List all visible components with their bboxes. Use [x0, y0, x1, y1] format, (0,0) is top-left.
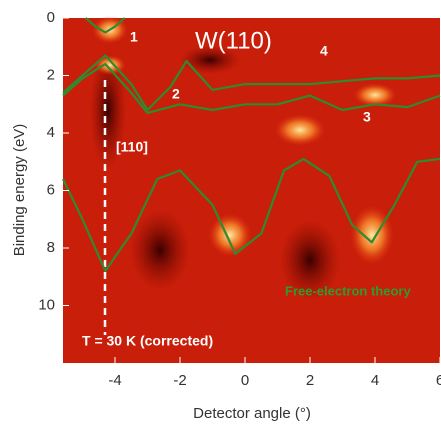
- x-tick-label: -2: [173, 372, 186, 389]
- x-tick-label: 2: [306, 372, 314, 389]
- annotation: 3: [363, 109, 371, 125]
- theory-curve: [62, 54, 441, 112]
- y-tick-label: 0: [47, 9, 55, 26]
- x-tick-label: 0: [241, 372, 249, 389]
- x-tick-label: 6: [436, 372, 441, 389]
- y-axis-label: Binding energy (eV): [11, 124, 28, 257]
- plot: [62, 17, 441, 273]
- legend-label: Free-electron theory: [285, 283, 411, 298]
- intensity-map: [63, 16, 440, 363]
- annotation: 2: [172, 86, 180, 102]
- y-tick-label: 8: [47, 239, 55, 256]
- theory-curve: [62, 62, 441, 114]
- y-tick-label: 6: [47, 181, 55, 198]
- annotation: 4: [320, 43, 328, 59]
- theory-curve: [84, 17, 126, 34]
- annotation: 1: [130, 29, 138, 45]
- annotation: [110]: [116, 139, 148, 155]
- x-tick-label: -4: [108, 372, 121, 389]
- chart-title: W(110): [195, 27, 272, 54]
- y-tick-label: 2: [47, 66, 55, 83]
- y-tick-label: 10: [38, 296, 55, 313]
- annotation: T = 30 K (corrected): [82, 333, 213, 349]
- x-axis-label: Detector angle (°): [193, 405, 311, 422]
- x-tick-label: 4: [371, 372, 379, 389]
- y-tick-label: 4: [47, 124, 55, 141]
- theory-curve: [62, 157, 441, 273]
